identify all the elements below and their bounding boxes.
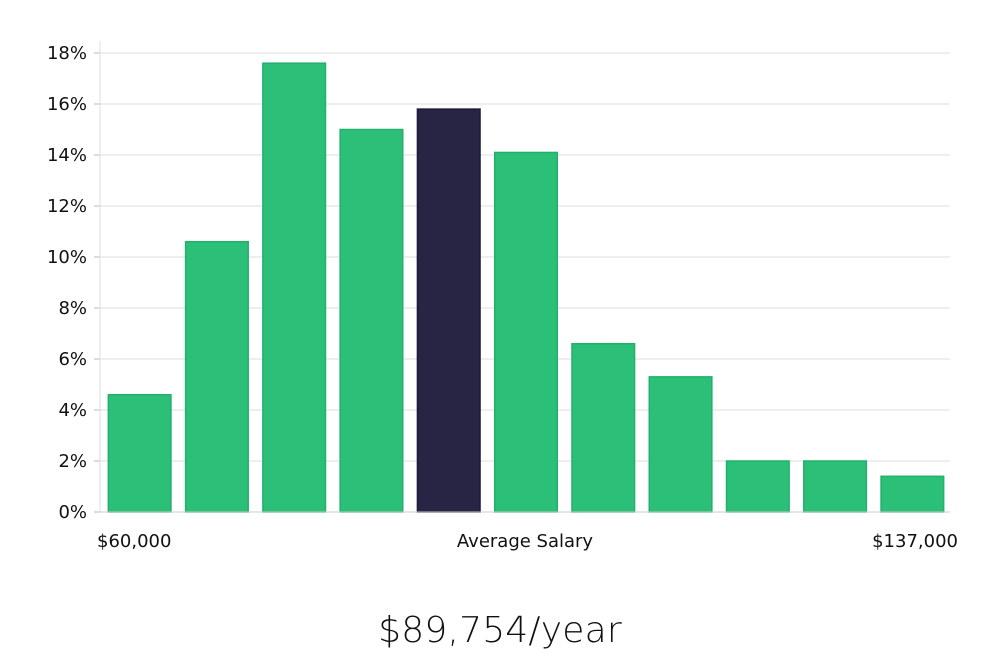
bar-9 [725,460,790,513]
bar-6 [493,151,559,513]
y-tick-label-14: 14% [47,145,87,166]
bar-8 [648,376,713,513]
x-axis-min-label: $60,000 [97,531,171,552]
y-tick-label-4: 4% [58,400,87,421]
bar-7 [571,342,636,513]
bar-highlighted [416,108,481,513]
y-tick-label-8: 8% [58,298,87,319]
bar-4 [339,128,404,513]
bar-11 [880,475,945,513]
y-tick-label-6: 6% [58,349,87,370]
salary-histogram: 0% 2% 4% 6% 8% 10% 12% 14% 16% 18% $60,000 Averag… [47,41,958,552]
average-salary-value: $89,754/year [378,610,622,651]
bar-3 [262,62,327,513]
y-tick-label-16: 16% [47,94,87,115]
y-tick-label-18: 18% [47,43,87,64]
bar-10 [803,460,868,513]
bars [107,62,945,513]
y-tick-label-2: 2% [58,451,87,472]
y-tick-label-10: 10% [47,247,87,268]
bar-1 [107,393,172,513]
x-axis-title: Average Salary [457,531,594,552]
y-tick-label-12: 12% [47,196,87,217]
x-axis-max-label: $137,000 [872,531,958,552]
y-axis-ticks: 0% 2% 4% 6% 8% 10% 12% 14% 16% 18% [47,43,100,523]
y-tick-label-0: 0% [58,502,87,523]
bar-2 [184,240,249,513]
